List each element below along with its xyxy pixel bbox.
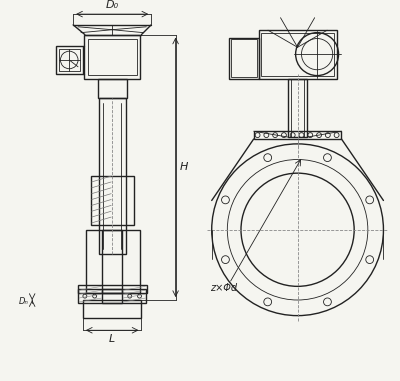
Bar bbox=[91, 176, 134, 225]
Text: L: L bbox=[109, 334, 115, 344]
Text: z×Φd: z×Φd bbox=[210, 283, 237, 293]
Bar bbox=[56, 46, 83, 74]
Bar bbox=[231, 40, 256, 77]
Bar bbox=[258, 30, 337, 78]
Bar bbox=[83, 300, 142, 318]
Text: Dₙ: Dₙ bbox=[18, 297, 28, 306]
Bar bbox=[102, 289, 122, 303]
Bar bbox=[58, 49, 80, 71]
Bar bbox=[78, 289, 146, 303]
Bar bbox=[102, 230, 122, 293]
Bar bbox=[98, 78, 127, 98]
Bar bbox=[229, 37, 258, 78]
Bar bbox=[98, 98, 126, 254]
Bar bbox=[262, 33, 334, 75]
Bar bbox=[84, 35, 140, 78]
Bar bbox=[78, 285, 147, 293]
Bar bbox=[288, 78, 307, 137]
Bar bbox=[254, 131, 342, 139]
Text: H: H bbox=[180, 162, 188, 172]
Bar bbox=[88, 38, 136, 75]
Bar bbox=[86, 230, 140, 293]
Text: D₀: D₀ bbox=[106, 0, 119, 10]
